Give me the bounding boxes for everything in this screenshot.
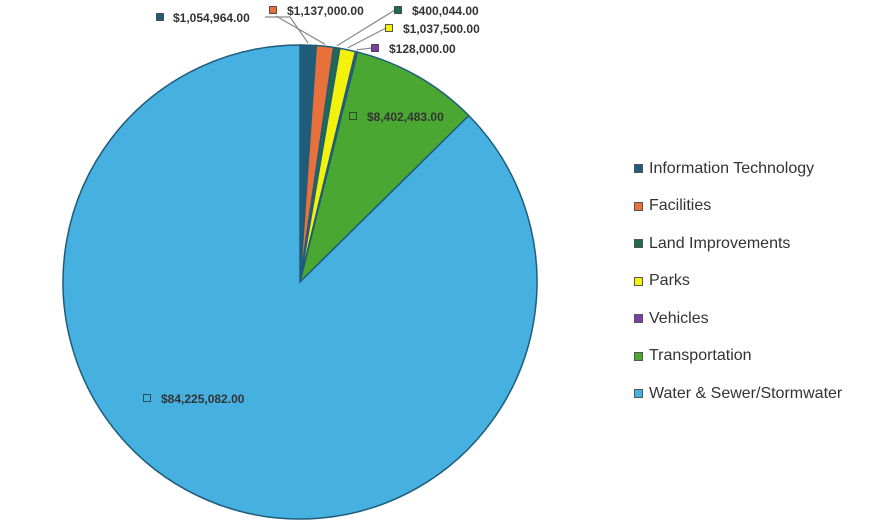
legend-swatch: [634, 314, 643, 324]
data-label: $1,037,500.00: [403, 22, 480, 36]
data-label: $1,054,964.00: [173, 11, 250, 25]
leader-line: [265, 16, 309, 44]
data-label: $400,044.00: [412, 4, 479, 18]
legend-swatch: [634, 239, 643, 249]
legend-item: Information Technology: [634, 150, 842, 188]
legend-swatch: [634, 276, 643, 286]
legend-label: Water & Sewer/Stormwater: [649, 384, 843, 402]
legend-label: Transportation: [649, 347, 752, 365]
data-labels: $1,054,964.00 $1,137,000.00 $400,044.00 $1,…: [143, 4, 480, 406]
data-label-marker: [349, 112, 357, 120]
leader-lines: [265, 9, 396, 51]
leader-line: [275, 15, 326, 45]
leader-line: [356, 47, 373, 51]
data-label-marker: [156, 13, 164, 21]
pie-slice-transportation: [298, 51, 470, 285]
legend-item: Facilities: [634, 188, 842, 226]
data-label-marker: [371, 44, 379, 52]
pie-slices: [62, 44, 538, 520]
legend-label: Parks: [649, 272, 690, 290]
data-label: $128,000.00: [389, 42, 456, 56]
legend-swatch: [634, 201, 643, 211]
leader-line: [347, 27, 387, 49]
legend-item: Water & Sewer/Stormwater: [634, 375, 842, 413]
legend-swatch: [634, 351, 643, 361]
legend-item: Land Improvements: [634, 225, 842, 263]
data-label: $8,402,483.00: [367, 110, 444, 124]
legend-item: Transportation: [634, 338, 842, 376]
data-label-marker: [394, 6, 402, 14]
legend-swatch: [634, 389, 643, 399]
legend-label: Vehicles: [649, 309, 709, 327]
pie-slice-water-sewer-stormwater: [62, 44, 538, 520]
legend-label: Land Improvements: [649, 234, 791, 252]
legend-label: Facilities: [649, 197, 712, 215]
legend-item: Parks: [634, 263, 842, 301]
data-label: $1,137,000.00: [287, 4, 364, 18]
legend-label: Information Technology: [649, 159, 815, 177]
legend-swatch: [634, 164, 643, 174]
data-label-marker: [269, 6, 277, 14]
leader-line: [336, 9, 396, 47]
legend-item: Vehicles: [634, 300, 842, 338]
data-label-marker: [143, 394, 151, 402]
data-label-marker: [385, 24, 393, 32]
data-label: $84,225,082.00: [161, 392, 245, 406]
legend: Information Technology Facilities Land Imp…: [634, 150, 842, 413]
